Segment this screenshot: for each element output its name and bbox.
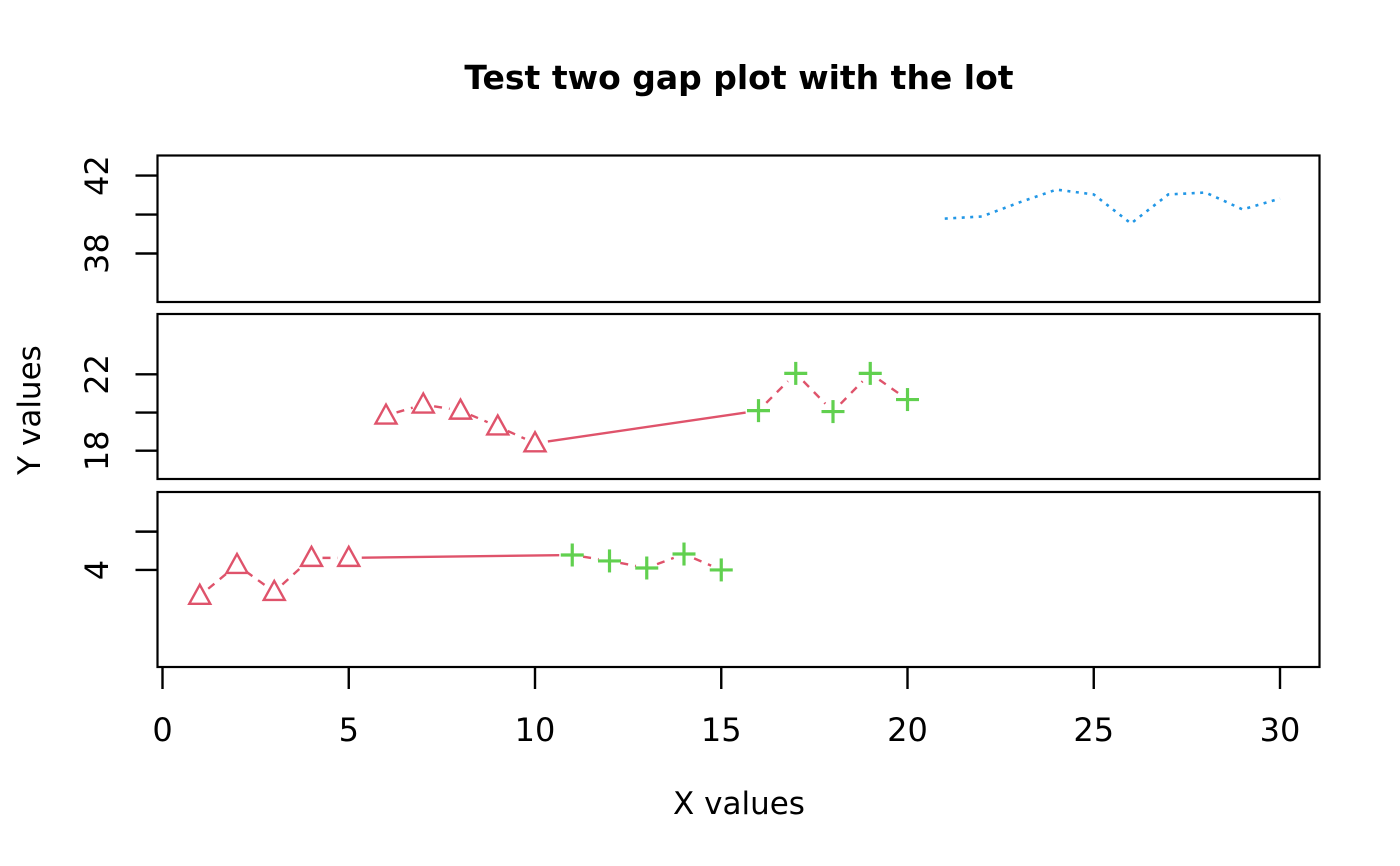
- y-tick-label: 18: [78, 430, 116, 471]
- triangle-marker: [336, 544, 362, 568]
- connector-line: [361, 553, 560, 559]
- x-axis-title: X values: [673, 786, 805, 822]
- y-tick-label: 4: [78, 560, 116, 580]
- triangle-marker: [187, 582, 213, 605]
- dashed-segment: [620, 561, 637, 568]
- triangle-marker: [522, 429, 548, 453]
- x-tick-label: 10: [515, 711, 556, 749]
- dotted-line: [944, 188, 1281, 226]
- y-tick-label: 38: [78, 233, 116, 274]
- connector-line: [547, 411, 746, 443]
- dashed-segment: [470, 413, 489, 424]
- dashed-segment: [656, 556, 675, 566]
- x-axis: 0 5 10 15 20 25 30: [152, 667, 1300, 749]
- dashed-segment: [433, 405, 450, 411]
- triangle-marker: [485, 413, 511, 436]
- x-tick-label: 25: [1073, 711, 1114, 749]
- y-tick-label: 22: [78, 354, 116, 395]
- panel-top-box: [156, 154, 1321, 304]
- triangle-marker: [447, 397, 474, 420]
- dashed-segment: [878, 378, 900, 395]
- triangle-marker: [373, 402, 399, 425]
- triangle-marker: [261, 578, 287, 602]
- dashed-segment: [693, 557, 712, 567]
- dashed-segment: [281, 564, 305, 586]
- x-tick-label: 5: [339, 711, 359, 749]
- triangle-marker: [410, 391, 436, 414]
- triangle-marker: [298, 544, 325, 568]
- x-tick-label: 20: [887, 711, 928, 749]
- series-group-4-pluses: [747, 361, 919, 424]
- series-group-1-triangles: [187, 544, 362, 605]
- panel-top: 38 42: [78, 154, 1321, 304]
- series-group-5-dotted-line: [944, 188, 1281, 226]
- series-group-2-triangles: [373, 391, 548, 453]
- x-tick-label: 15: [701, 711, 742, 749]
- dashed-segment: [582, 555, 599, 561]
- x-tick-label: 0: [152, 711, 172, 749]
- series-group-3-pluses: [560, 542, 733, 582]
- dashed-segment: [765, 380, 789, 404]
- x-tick-label: 30: [1260, 711, 1301, 749]
- y-tick-label: 42: [78, 155, 116, 196]
- chart-title: Test two gap plot with the lot: [464, 58, 1014, 97]
- dashed-segment: [802, 380, 827, 405]
- dashed-segment: [396, 406, 414, 414]
- panel-bottom-box: [156, 490, 1321, 669]
- dashed-segment: [839, 380, 864, 405]
- dashed-segment: [507, 429, 526, 440]
- dashed-segment: [207, 571, 230, 590]
- panel-middle-box: [156, 312, 1321, 481]
- panel-bottom: 4: [78, 490, 1321, 669]
- triangle-marker: [224, 551, 250, 575]
